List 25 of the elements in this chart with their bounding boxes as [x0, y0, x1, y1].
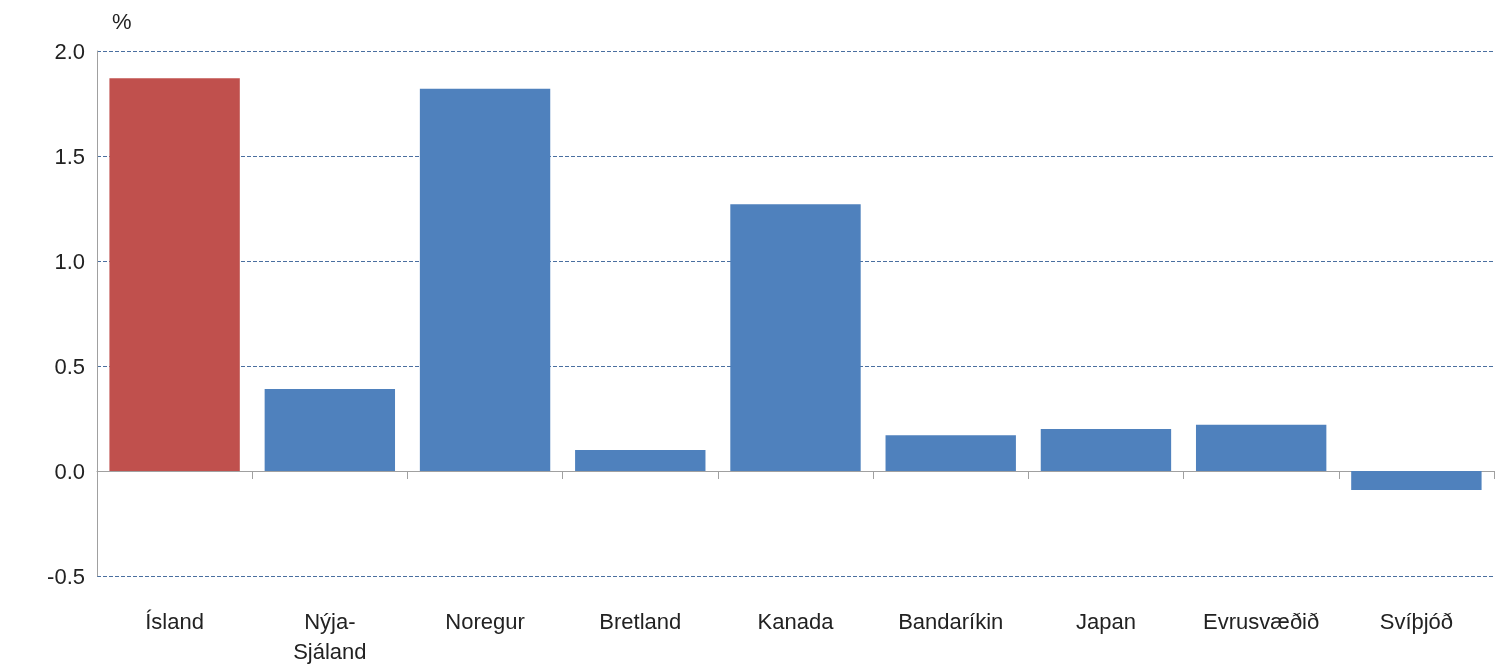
y-tick-label: -0.5 [47, 563, 85, 589]
y-axis-title: % [112, 8, 132, 34]
x-tick-label: Ísland [145, 608, 204, 634]
x-tick-label: Bandaríkin [898, 608, 1004, 634]
x-tick-label: Evrusvæðið [1203, 608, 1320, 634]
y-tick-label: 2.0 [54, 38, 85, 64]
y-tick-label: 1.0 [54, 248, 85, 274]
bar [109, 78, 240, 471]
x-tick-label: Noregur [445, 608, 525, 634]
bar [885, 435, 1016, 471]
x-tick-label: Japan [1075, 608, 1136, 634]
bar [1351, 471, 1482, 490]
x-tick-label: Bretland [599, 608, 682, 634]
x-tick-label: Kanada [757, 608, 835, 634]
x-tick-label: Nýja-Sjáland [293, 608, 367, 664]
y-tick-label: 1.5 [54, 143, 85, 169]
y-tick-label: 0.5 [54, 353, 85, 379]
bar [1195, 424, 1327, 471]
bar [1040, 429, 1172, 471]
bar [575, 450, 706, 471]
x-tick-label: Svíþjóð [1379, 608, 1454, 634]
y-tick-label: 0.0 [54, 458, 85, 484]
bar [730, 204, 861, 471]
bar [419, 88, 551, 471]
bar [264, 389, 396, 471]
